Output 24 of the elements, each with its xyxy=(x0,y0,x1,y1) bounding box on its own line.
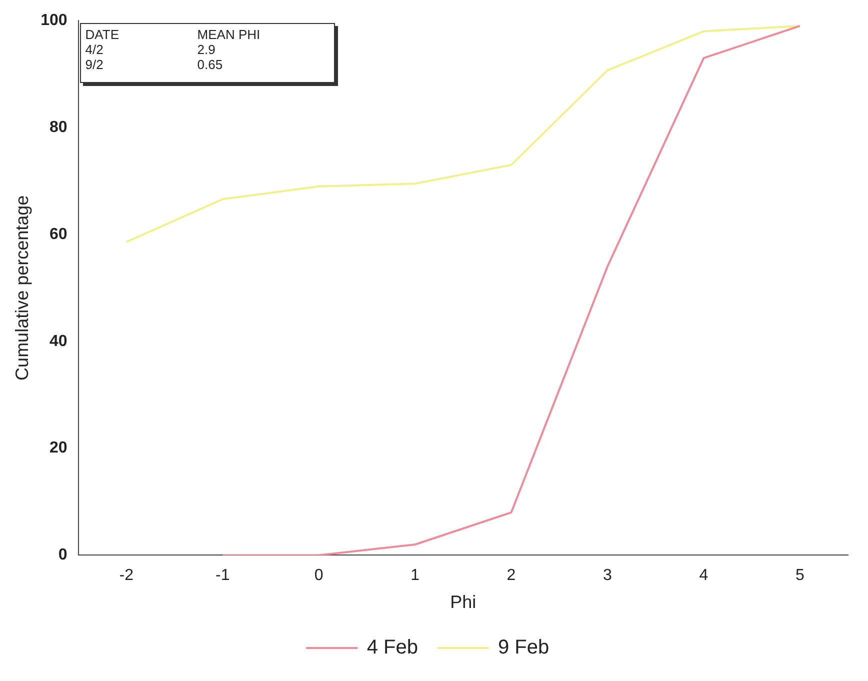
x-tick-label: 4 xyxy=(699,567,708,584)
y-tick-label: 100 xyxy=(40,12,68,30)
y-tick-label: 60 xyxy=(50,226,68,243)
legend-label: 9 Feb xyxy=(498,636,550,659)
y-axis-title: Cumulative percentage xyxy=(12,195,32,380)
x-tick-label: -2 xyxy=(119,567,134,584)
x-tick-label: 1 xyxy=(410,567,420,584)
y-tick-label: 20 xyxy=(50,440,68,457)
y-tick-label: 0 xyxy=(58,546,68,564)
annotation: MEAN PHI xyxy=(197,26,260,42)
x-tick-label: 0 xyxy=(314,567,324,584)
y-tick-label: 40 xyxy=(50,332,68,350)
annotation: 4/2 xyxy=(85,42,104,57)
annotation: 9/2 xyxy=(85,56,104,72)
x-axis-title: Phi xyxy=(450,592,476,612)
annotation: 0.65 xyxy=(197,56,223,72)
x-tick-label: -1 xyxy=(216,567,230,584)
annotation: DATE xyxy=(85,26,120,42)
x-tick-label: 5 xyxy=(795,567,804,584)
x-tick-label: 2 xyxy=(506,567,516,584)
legend-label: 4 Feb xyxy=(366,636,418,659)
y-tick-label: 80 xyxy=(50,118,68,136)
x-tick-label: 3 xyxy=(603,567,612,584)
annotation: 2.9 xyxy=(197,42,216,57)
